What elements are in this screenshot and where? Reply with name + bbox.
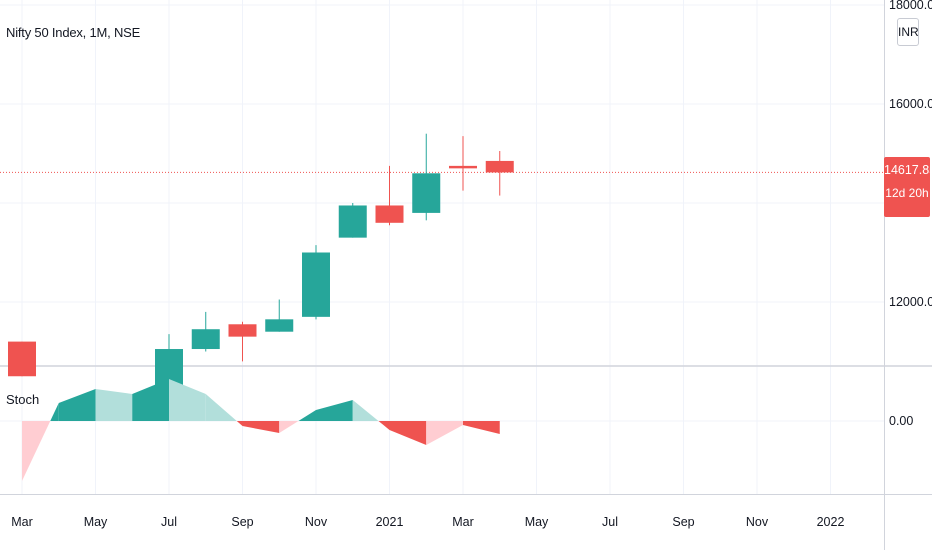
candle-body-2020-12: [338, 205, 367, 238]
time-tick-label-10: Nov: [746, 515, 769, 529]
osc-segment-7-1: [298, 410, 316, 421]
osc-segment-2-0: [95, 389, 133, 421]
time-tick-label-2: Jul: [161, 515, 177, 529]
candle-body-2021-04: [485, 160, 514, 173]
osc-segment-6-0: [242, 421, 280, 433]
last-price-countdown: 12d 20h: [885, 186, 929, 200]
osc-segment-4-0: [169, 379, 206, 421]
osc-segment-5-1: [236, 421, 243, 426]
chart-title: Nifty 50 Index, 1M, NSE: [6, 25, 141, 40]
indicator-label[interactable]: Stoch: [6, 392, 40, 407]
osc-segment-0-0: [22, 421, 51, 481]
osc-segment-12-0: [463, 421, 500, 434]
candle-body-2020-08: [191, 329, 220, 350]
candle-body-2020-09: [228, 324, 257, 337]
candle-body-2020-03: [8, 341, 36, 377]
last-price-value: 14617.85: [884, 163, 932, 177]
osc-segment-0-1: [50, 403, 59, 421]
time-tick-label-3: Sep: [231, 515, 253, 529]
time-tick-label-9: Sep: [672, 515, 694, 529]
osc-segment-10-0: [389, 421, 427, 445]
time-tick-label-5: 2021: [376, 515, 404, 529]
time-tick-label-0: Mar: [11, 515, 33, 529]
osc-segment-5-0: [205, 394, 237, 421]
candle-body-2021-03: [449, 165, 477, 169]
osc-segment-3-0: [132, 379, 169, 421]
price-tick-label-0: 18000.00: [889, 0, 932, 12]
osc-segment-1-0: [58, 389, 96, 421]
candle-body-2020-10: [265, 319, 294, 332]
osc-segment-9-1: [378, 421, 390, 430]
time-tick-label-6: Mar: [452, 515, 474, 529]
time-tick-label-4: Nov: [305, 515, 328, 529]
time-tick-label-11: 2022: [817, 515, 845, 529]
candle-body-2021-02: [412, 173, 441, 213]
osc-segment-7-0: [279, 421, 299, 433]
candle-body-2021-01: [375, 205, 404, 223]
osc-segment-8-0: [316, 400, 353, 421]
time-tick-label-8: Jul: [602, 515, 618, 529]
last-price-badge: 14617.85 12d 20h: [884, 157, 932, 217]
price-tick-label-1: 16000.00: [889, 97, 932, 111]
osc-segment-11-0: [426, 421, 463, 445]
price-tick-label-2: 12000.00: [889, 295, 932, 309]
osc-tick-label: 0.00: [889, 414, 913, 428]
currency-button[interactable]: INR: [897, 18, 919, 46]
osc-segment-9-0: [352, 400, 379, 421]
candle-body-2020-11: [302, 252, 330, 317]
time-tick-label-1: May: [84, 515, 108, 529]
time-tick-label-7: May: [525, 515, 549, 529]
